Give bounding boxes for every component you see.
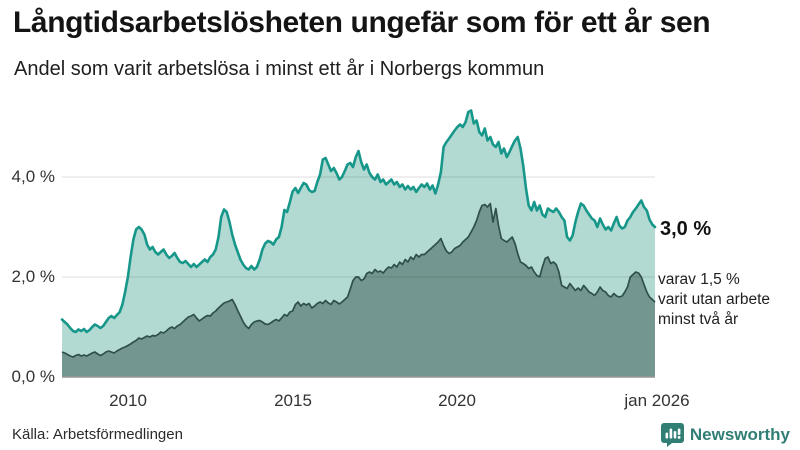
- brand-logo: Newsworthy: [660, 423, 790, 447]
- y-axis-label-4: 4,0 %: [11, 167, 55, 186]
- chart-plot-svg: [60, 109, 657, 378]
- series1-end-value-label: 3,0 %: [660, 218, 712, 240]
- series2-annotation: varav 1,5 % varit utan arbete minst två …: [658, 270, 770, 330]
- annotation-line-3: minst två år: [658, 311, 739, 328]
- series1-line: [60, 109, 657, 334]
- x-axis-label-jan-2026: jan 2026: [624, 391, 690, 410]
- source-attribution: Källa: Arbetsförmedlingen: [12, 426, 183, 443]
- series2-area: [62, 203, 655, 377]
- y-axis-label-2: 2,0 %: [11, 267, 55, 286]
- annotation-line-2: varit utan arbete: [658, 291, 771, 308]
- brand-name: Newsworthy: [689, 425, 790, 444]
- chart-title: Långtidsarbetslösheten ungefär som för e…: [13, 6, 711, 39]
- newsworthy-icon: [660, 423, 684, 447]
- annotation-line-1: varav 1,5 %: [658, 271, 740, 288]
- x-axis-label-2015: 2015: [274, 391, 312, 410]
- series2-line: [61, 202, 656, 358]
- x-axis-label-2010: 2010: [109, 391, 147, 410]
- chart-subtitle: Andel som varit arbetslösa i minst ett å…: [14, 58, 545, 80]
- x-axis-label-2020: 2020: [438, 391, 476, 410]
- y-axis-label-0: 0,0 %: [11, 367, 55, 386]
